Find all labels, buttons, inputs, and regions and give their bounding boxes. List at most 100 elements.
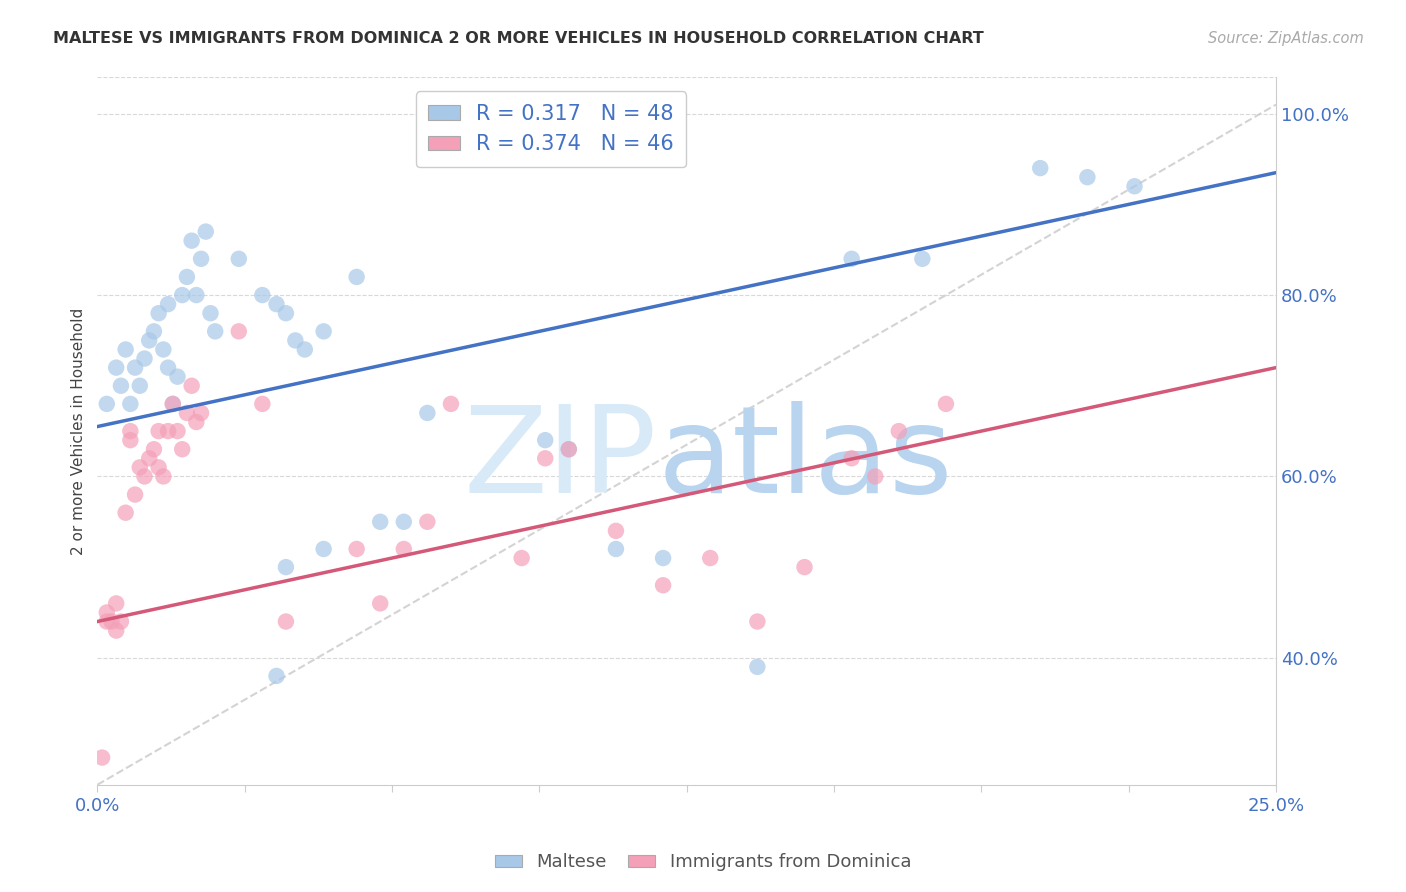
Point — [416, 406, 439, 420]
Point — [120, 433, 142, 447]
Point — [152, 469, 174, 483]
Point — [138, 334, 160, 348]
Point — [157, 297, 180, 311]
Point — [148, 306, 170, 320]
Point — [312, 541, 335, 556]
Point — [134, 351, 156, 366]
Legend: Maltese, Immigrants from Dominica: Maltese, Immigrants from Dominica — [488, 847, 918, 879]
Point — [148, 424, 170, 438]
Point — [312, 324, 335, 338]
Point — [148, 460, 170, 475]
Point — [284, 334, 307, 348]
Point — [534, 451, 557, 466]
Point — [128, 378, 150, 392]
Point — [392, 541, 415, 556]
Point — [157, 424, 180, 438]
Point — [368, 515, 391, 529]
Point — [1076, 170, 1098, 185]
Point — [935, 397, 957, 411]
Point — [204, 324, 226, 338]
Point — [841, 451, 863, 466]
Point — [652, 578, 675, 592]
Point — [128, 460, 150, 475]
Point — [96, 606, 118, 620]
Point — [887, 424, 910, 438]
Point — [368, 596, 391, 610]
Point — [558, 442, 581, 457]
Point — [252, 397, 274, 411]
Point — [911, 252, 934, 266]
Y-axis label: 2 or more Vehicles in Household: 2 or more Vehicles in Household — [72, 308, 86, 555]
Text: MALTESE VS IMMIGRANTS FROM DOMINICA 2 OR MORE VEHICLES IN HOUSEHOLD CORRELATION : MALTESE VS IMMIGRANTS FROM DOMINICA 2 OR… — [53, 31, 984, 46]
Point — [252, 288, 274, 302]
Text: Source: ZipAtlas.com: Source: ZipAtlas.com — [1208, 31, 1364, 46]
Point — [114, 506, 136, 520]
Point — [228, 324, 250, 338]
Point — [200, 306, 222, 320]
Point — [793, 560, 815, 574]
Point — [186, 288, 208, 302]
Point — [152, 343, 174, 357]
Point — [105, 624, 128, 638]
Point — [124, 360, 146, 375]
Point — [294, 343, 316, 357]
Point — [91, 750, 114, 764]
Point — [558, 442, 581, 457]
Point — [157, 360, 180, 375]
Point — [120, 397, 142, 411]
Point — [274, 306, 297, 320]
Point — [105, 596, 128, 610]
Point — [166, 424, 188, 438]
Point — [440, 397, 463, 411]
Point — [510, 551, 533, 566]
Point — [96, 397, 118, 411]
Point — [142, 324, 165, 338]
Point — [863, 469, 886, 483]
Point — [534, 433, 557, 447]
Point — [142, 442, 165, 457]
Point — [110, 615, 132, 629]
Point — [747, 615, 769, 629]
Point — [124, 487, 146, 501]
Point — [346, 541, 368, 556]
Point — [162, 397, 184, 411]
Point — [134, 469, 156, 483]
Point — [120, 424, 142, 438]
Point — [96, 615, 118, 629]
Legend: R = 0.317   N = 48, R = 0.374   N = 46: R = 0.317 N = 48, R = 0.374 N = 46 — [416, 91, 686, 167]
Point — [100, 615, 122, 629]
Point — [172, 442, 194, 457]
Point — [1123, 179, 1146, 194]
Point — [274, 615, 297, 629]
Point — [416, 515, 439, 529]
Point — [266, 669, 288, 683]
Point — [176, 406, 198, 420]
Point — [105, 360, 128, 375]
Point — [194, 225, 217, 239]
Text: atlas: atlas — [657, 401, 953, 518]
Point — [346, 269, 368, 284]
Point — [605, 541, 627, 556]
Point — [138, 451, 160, 466]
Point — [176, 269, 198, 284]
Text: ZIP: ZIP — [464, 401, 657, 518]
Point — [186, 415, 208, 429]
Point — [841, 252, 863, 266]
Point — [172, 288, 194, 302]
Point — [110, 378, 132, 392]
Point — [1029, 161, 1052, 175]
Point — [228, 252, 250, 266]
Point — [180, 234, 202, 248]
Point — [605, 524, 627, 538]
Point — [747, 660, 769, 674]
Point — [392, 515, 415, 529]
Point — [190, 252, 212, 266]
Point — [180, 378, 202, 392]
Point — [114, 343, 136, 357]
Point — [266, 297, 288, 311]
Point — [699, 551, 721, 566]
Point — [190, 406, 212, 420]
Point — [274, 560, 297, 574]
Point — [652, 551, 675, 566]
Point — [162, 397, 184, 411]
